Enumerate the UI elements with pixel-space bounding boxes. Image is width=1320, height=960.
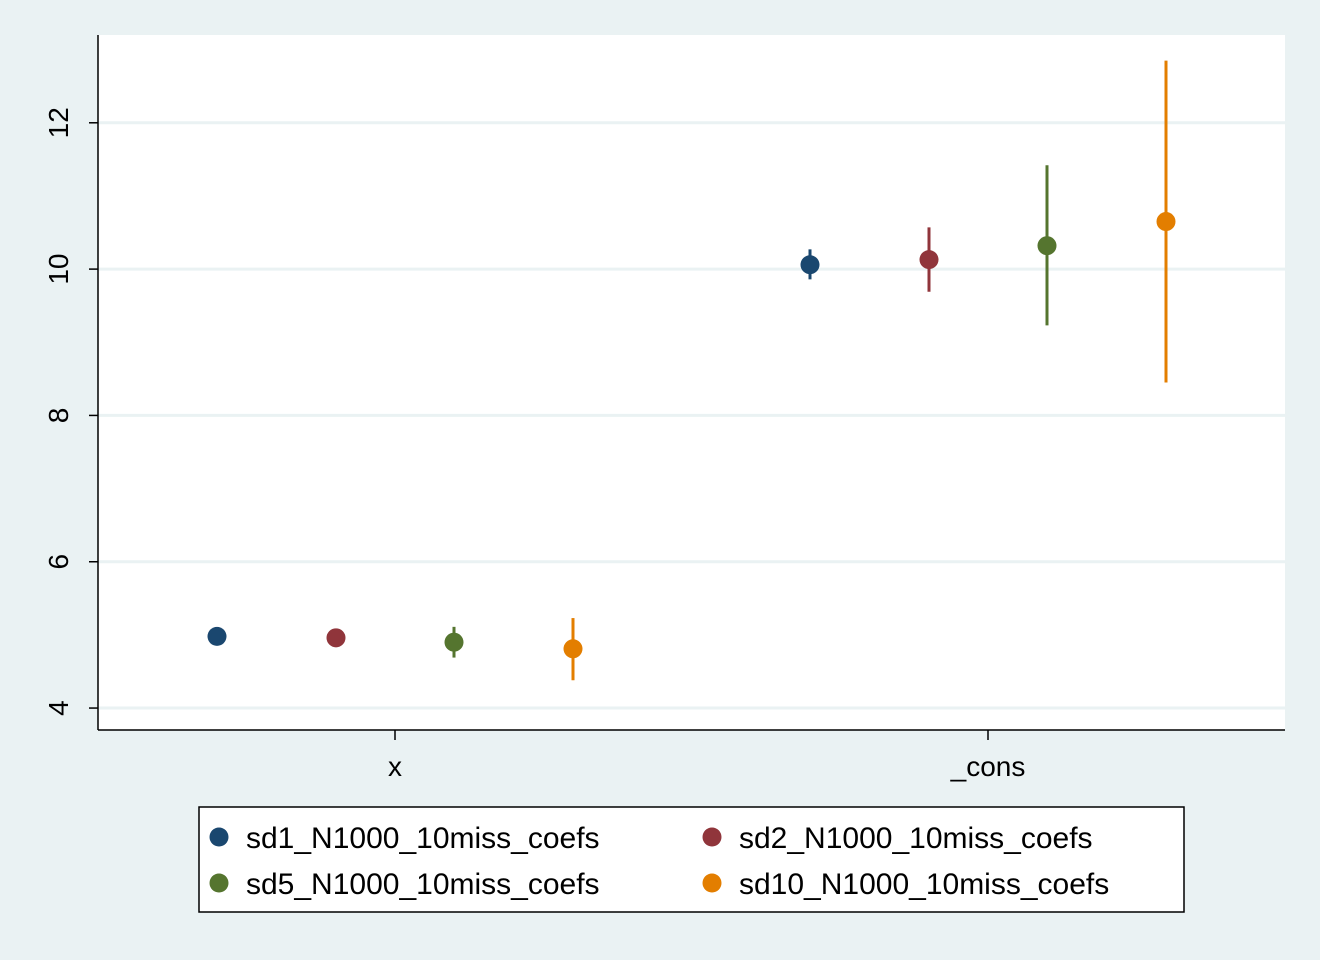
legend-marker: [209, 827, 229, 847]
plot-region-background: [98, 35, 1285, 730]
coefficient-point: [326, 628, 346, 648]
coefficient-point: [919, 250, 939, 270]
legend-box: [198, 806, 1185, 913]
y-tick-label: 4: [43, 700, 74, 716]
x-tick-label: x: [388, 751, 402, 782]
coefficient-point: [207, 626, 227, 646]
coefficient-point: [800, 255, 820, 275]
legend-label: sd10_N1000_10miss_coefs: [739, 868, 1109, 901]
y-tick-label: 8: [43, 408, 74, 424]
coefficient-point: [1037, 236, 1057, 256]
axes: 4 6 8 10 12 x _cons: [43, 35, 1285, 782]
y-tick-label: 12: [43, 107, 74, 138]
coefficient-point: [1156, 212, 1176, 232]
coefficient-point: [444, 632, 464, 652]
legend-marker: [209, 873, 229, 893]
legend-marker: [702, 873, 722, 893]
y-tick-label: 6: [43, 554, 74, 570]
x-tick-label: _cons: [950, 751, 1026, 782]
legend-label: sd2_N1000_10miss_coefs: [739, 822, 1093, 855]
y-tick-label: 10: [43, 254, 74, 285]
legend-label: sd5_N1000_10miss_coefs: [246, 868, 600, 901]
legend-marker: [702, 827, 722, 847]
legend: sd1_N1000_10miss_coefs sd2_N1000_10miss_c…: [198, 806, 1185, 913]
coefficient-point: [563, 639, 583, 659]
coefficient-points: [207, 212, 1176, 659]
grid-lines: [98, 121, 1285, 710]
legend-label: sd1_N1000_10miss_coefs: [246, 822, 600, 855]
